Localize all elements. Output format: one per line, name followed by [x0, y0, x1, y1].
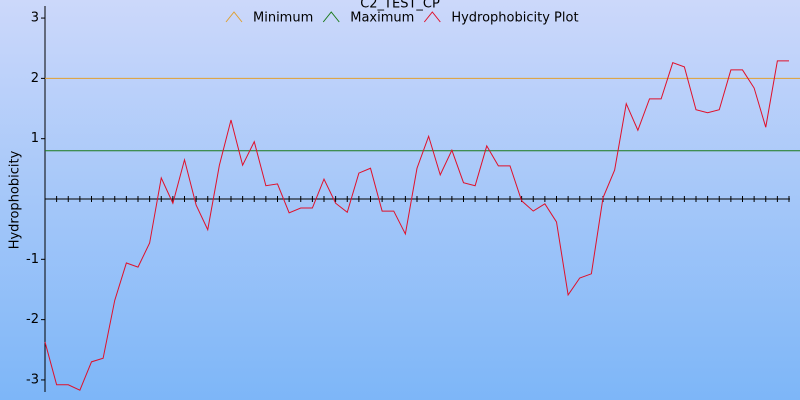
- data-line: [44, 60, 789, 391]
- y-axis-label: Hydrophobicity: [8, 150, 23, 249]
- y-tick-label: -1: [26, 252, 39, 267]
- legend-swatch: [322, 11, 340, 23]
- legend-swatch: [225, 11, 243, 23]
- y-tick-label: -2: [26, 312, 39, 327]
- y-tick-label: 1: [31, 131, 39, 146]
- y-tick-label: -3: [26, 372, 39, 387]
- chart-title: C2_TEST_CP: [360, 0, 440, 12]
- y-tick-label: 2: [31, 71, 39, 86]
- legend-label: Hydrophobicity Plot: [451, 11, 578, 26]
- legend-swatch: [423, 11, 441, 23]
- y-tick-label: 3: [31, 11, 39, 26]
- legend-label: Minimum: [253, 11, 313, 26]
- legend-label: Maximum: [350, 11, 414, 26]
